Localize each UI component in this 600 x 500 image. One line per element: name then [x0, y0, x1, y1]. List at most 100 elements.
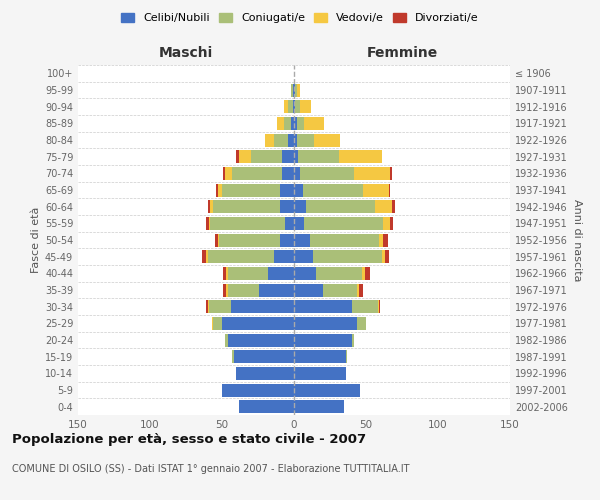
Bar [209, 217, 211, 230]
Bar [304, 217, 383, 230]
Bar [214, 200, 280, 213]
Bar [223, 167, 225, 180]
Bar [233, 350, 294, 363]
Y-axis label: Fasce di età: Fasce di età [31, 207, 41, 273]
Bar [211, 217, 286, 230]
Bar [382, 250, 385, 263]
Bar [218, 184, 222, 196]
Bar [284, 100, 288, 113]
Bar [363, 184, 389, 196]
Bar [377, 300, 379, 313]
Bar [302, 184, 363, 196]
Legend: Celibi/Nubili, Coniugati/e, Vedovi/e, Divorziati/e: Celibi/Nubili, Coniugati/e, Vedovi/e, Di… [117, 8, 483, 28]
Bar [294, 184, 302, 196]
Bar [222, 184, 280, 196]
Bar [392, 200, 395, 213]
Bar [228, 284, 259, 296]
Bar [294, 217, 304, 230]
Bar [383, 217, 391, 230]
Bar [280, 184, 294, 196]
Bar [293, 100, 294, 113]
Bar [294, 234, 310, 246]
Bar [202, 250, 206, 263]
Bar [294, 317, 358, 330]
Bar [291, 117, 294, 130]
Bar [359, 284, 363, 296]
Bar [206, 300, 208, 313]
Bar [385, 250, 389, 263]
Bar [314, 134, 340, 146]
Bar [374, 200, 392, 213]
Bar [365, 267, 370, 280]
Bar [226, 267, 228, 280]
Text: COMUNE DI OSILO (SS) - Dati ISTAT 1° gennaio 2007 - Elaborazione TUTTITALIA.IT: COMUNE DI OSILO (SS) - Dati ISTAT 1° gen… [12, 464, 409, 474]
Bar [300, 167, 355, 180]
Text: Popolazione per età, sesso e stato civile - 2007: Popolazione per età, sesso e stato civil… [12, 432, 366, 446]
Bar [216, 184, 218, 196]
Bar [212, 317, 214, 330]
Bar [294, 367, 346, 380]
Bar [358, 317, 366, 330]
Bar [291, 84, 293, 96]
Bar [283, 167, 294, 180]
Bar [215, 234, 218, 246]
Bar [268, 267, 294, 280]
Bar [294, 384, 360, 396]
Bar [323, 284, 358, 296]
Bar [294, 100, 295, 113]
Bar [222, 384, 294, 396]
Bar [265, 134, 274, 146]
Bar [208, 200, 211, 213]
Bar [293, 84, 294, 96]
Bar [228, 334, 294, 346]
Bar [295, 100, 300, 113]
Bar [294, 150, 298, 163]
Bar [288, 134, 294, 146]
Bar [391, 217, 394, 230]
Bar [230, 300, 294, 313]
Bar [316, 267, 362, 280]
Bar [379, 234, 383, 246]
Bar [251, 150, 283, 163]
Bar [280, 200, 294, 213]
Bar [236, 367, 294, 380]
Bar [355, 167, 391, 180]
Bar [208, 250, 274, 263]
Bar [358, 284, 359, 296]
Bar [294, 350, 346, 363]
Bar [352, 300, 377, 313]
Bar [294, 134, 297, 146]
Bar [391, 167, 392, 180]
Bar [286, 217, 294, 230]
Bar [338, 150, 382, 163]
Bar [277, 117, 284, 130]
Bar [294, 334, 352, 346]
Bar [297, 117, 304, 130]
Bar [223, 284, 226, 296]
Bar [259, 284, 294, 296]
Text: Femmine: Femmine [367, 46, 437, 60]
Bar [297, 134, 314, 146]
Bar [209, 300, 230, 313]
Bar [236, 150, 239, 163]
Bar [294, 84, 295, 96]
Text: Maschi: Maschi [159, 46, 213, 60]
Bar [232, 350, 233, 363]
Bar [225, 334, 228, 346]
Bar [294, 167, 300, 180]
Bar [294, 250, 313, 263]
Bar [206, 217, 209, 230]
Bar [274, 250, 294, 263]
Bar [208, 300, 209, 313]
Bar [313, 250, 382, 263]
Bar [222, 317, 294, 330]
Bar [211, 200, 214, 213]
Bar [379, 300, 380, 313]
Bar [288, 100, 293, 113]
Bar [294, 200, 305, 213]
Bar [274, 134, 288, 146]
Bar [294, 267, 316, 280]
Bar [297, 84, 300, 96]
Bar [346, 350, 347, 363]
Bar [310, 234, 379, 246]
